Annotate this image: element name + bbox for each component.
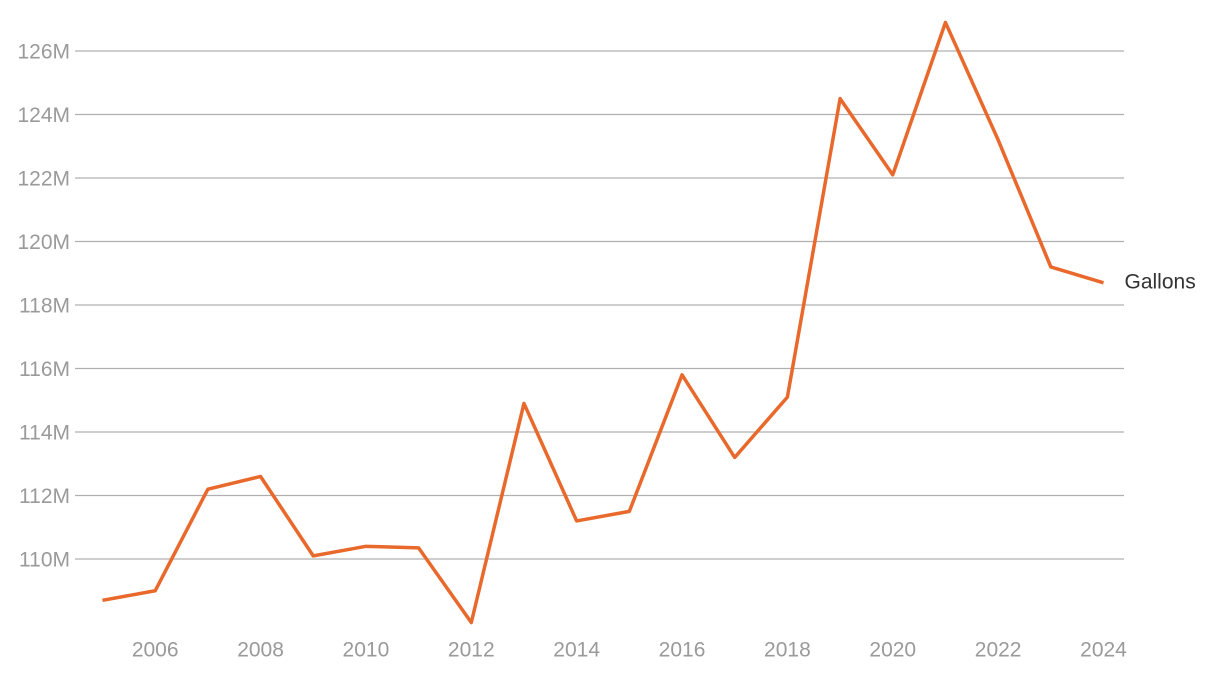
x-tick-label: 2006 bbox=[132, 639, 179, 662]
y-tick-label: 124M bbox=[17, 104, 70, 127]
x-tick-label: 2022 bbox=[975, 639, 1022, 662]
x-tick-label: 2020 bbox=[869, 639, 916, 662]
x-tick-label: 2008 bbox=[237, 639, 284, 662]
x-tick-label: 2014 bbox=[553, 639, 600, 662]
x-tick-label: 2010 bbox=[343, 639, 390, 662]
y-tick-label: 126M bbox=[17, 41, 70, 64]
data-line bbox=[102, 20, 1105, 625]
x-tick-label: 2016 bbox=[659, 639, 706, 662]
y-tick-label: 114M bbox=[19, 422, 70, 445]
y-tick-label: 120M bbox=[17, 231, 70, 254]
x-tick-label: 2012 bbox=[448, 639, 495, 662]
y-tick-label: 118M bbox=[19, 295, 70, 318]
x-tick-label: 2024 bbox=[1080, 639, 1127, 662]
series-label: Gallons bbox=[1125, 270, 1196, 293]
x-tick-label: 2018 bbox=[764, 639, 811, 662]
y-tick-label: 112M bbox=[19, 485, 70, 508]
y-tick-label: 110M bbox=[19, 549, 70, 572]
y-tick-label: 122M bbox=[17, 168, 70, 191]
y-tick-label: 116M bbox=[19, 358, 70, 381]
